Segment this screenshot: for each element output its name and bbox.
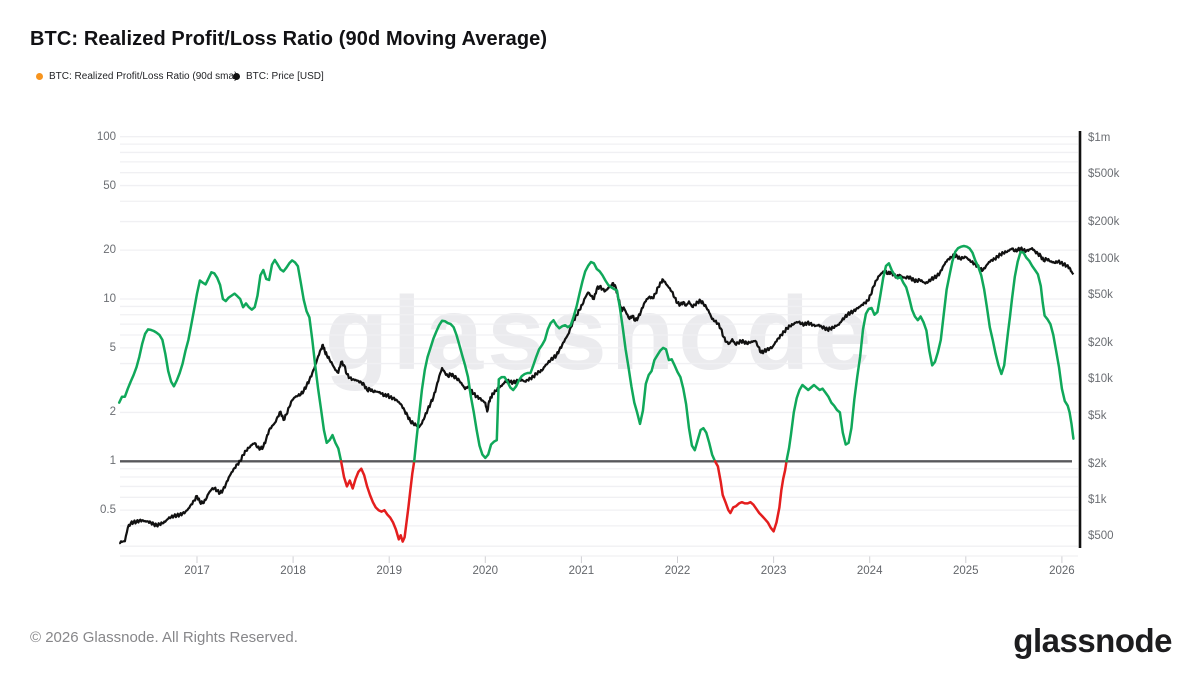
x-axis-year-label: 2026 xyxy=(1049,565,1075,577)
right-axis-tick-label: $200k xyxy=(1088,216,1120,229)
right-axis-tick-label: $20k xyxy=(1088,336,1113,349)
x-axis-year-label: 2019 xyxy=(376,565,402,577)
right-axis-tick-label: $50k xyxy=(1088,288,1113,301)
x-axis-year-label: 2017 xyxy=(184,565,210,577)
ratio-line-below-1[interactable] xyxy=(339,460,416,543)
right-axis-tick-label: $500 xyxy=(1088,530,1114,543)
price-legend-dot-icon xyxy=(233,73,240,80)
left-axis-tick-label: 2 xyxy=(109,406,116,419)
x-axis-year-label: 2022 xyxy=(664,565,691,577)
left-axis-tick-label: 10 xyxy=(103,293,116,305)
right-axis-tick-label: $1k xyxy=(1088,494,1107,506)
legend-label-ratio: BTC: Realized Profit/Loss Ratio (90d sma… xyxy=(49,71,238,82)
x-axis-year-label: 2018 xyxy=(280,565,306,577)
x-axis-year-label: 2025 xyxy=(953,565,979,577)
ratio-line-above-1[interactable] xyxy=(412,260,717,463)
left-axis-tick-label: 50 xyxy=(103,179,116,192)
ratio-line-below-1[interactable] xyxy=(713,460,788,533)
ratio-line-above-1[interactable] xyxy=(785,244,1075,463)
right-axis-tick-label: $5k xyxy=(1088,409,1107,422)
left-axis-tick-label: 20 xyxy=(103,244,116,257)
legend-item-price[interactable]: BTC: Price [USD] xyxy=(233,71,324,82)
glassnode-logo: glassnode xyxy=(1013,622,1172,659)
left-axis-tick-label: 1 xyxy=(109,455,116,468)
right-axis-tick-label: $1m xyxy=(1088,131,1111,144)
right-axis-tick-label: $10k xyxy=(1088,373,1113,386)
right-axis-tick-label: $100k xyxy=(1088,252,1120,265)
price-line[interactable] xyxy=(119,246,1075,545)
x-axis-year-label: 2023 xyxy=(760,565,787,577)
right-axis-tick-label: $500k xyxy=(1088,168,1120,181)
left-axis-tick-label: 0.5 xyxy=(100,504,116,517)
chart-title: BTC: Realized Profit/Loss Ratio (90d Mov… xyxy=(30,28,548,50)
legend-item-ratio[interactable]: BTC: Realized Profit/Loss Ratio (90d sma… xyxy=(36,71,237,82)
right-axis-tick-label: $2k xyxy=(1088,457,1107,470)
ratio-line-above-1[interactable] xyxy=(117,258,343,463)
ratio-legend-dot-icon xyxy=(36,73,43,80)
x-axis-year-label: 2020 xyxy=(472,565,499,577)
legend-label-price: BTC: Price [USD] xyxy=(246,71,324,82)
left-axis-tick-label: 100 xyxy=(96,130,116,143)
x-axis-year-label: 2021 xyxy=(568,565,595,577)
x-axis-year-label: 2024 xyxy=(856,565,883,577)
copyright-text: © 2026 Glassnode. All Rights Reserved. xyxy=(30,629,298,646)
left-axis-tick-label: 5 xyxy=(109,341,116,354)
